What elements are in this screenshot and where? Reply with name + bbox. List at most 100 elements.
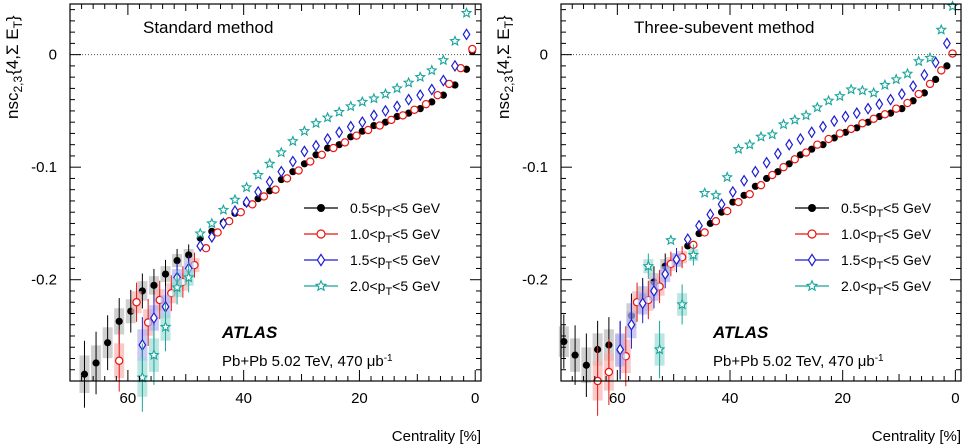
data-point	[449, 35, 461, 47]
data-point	[824, 134, 833, 144]
data-point	[298, 125, 311, 137]
data-point	[437, 54, 450, 66]
data-point	[219, 217, 228, 230]
data-point	[616, 343, 625, 356]
data-point	[745, 189, 754, 199]
data-point	[369, 109, 378, 122]
data-point	[819, 141, 827, 149]
data-point	[819, 120, 827, 133]
data-point	[920, 68, 929, 82]
data-point	[560, 338, 568, 346]
data-point	[890, 73, 903, 85]
data-point	[402, 76, 415, 88]
data-point	[182, 271, 195, 283]
legend-marker	[316, 229, 326, 239]
data-point	[841, 110, 850, 123]
data-point	[462, 28, 471, 41]
data-point	[822, 94, 835, 106]
data-point	[790, 155, 800, 164]
y-axis-label: nsc2,3{4,Σ ET}	[494, 15, 516, 119]
data-point	[856, 84, 869, 96]
data-point	[115, 356, 124, 365]
data-point	[425, 64, 438, 76]
x-tick-label: 60	[120, 390, 137, 407]
data-point	[115, 317, 123, 325]
data-point	[444, 79, 454, 89]
data-point	[864, 102, 872, 115]
legend-label: 2.0<pT<5 GeV	[841, 278, 932, 298]
series-4	[642, 0, 959, 379]
data-point	[858, 119, 867, 128]
data-point	[932, 75, 940, 83]
data-point	[196, 239, 205, 253]
x-tick-label: 40	[722, 390, 739, 407]
data-point	[335, 126, 344, 139]
plot-frame	[560, 3, 962, 382]
data-point	[903, 98, 912, 108]
data-point	[789, 113, 801, 125]
dataset-label: Pb+Pb 5.02 TeV, 470 μb-1	[222, 353, 393, 371]
data-point	[259, 192, 269, 201]
data-point	[925, 79, 935, 89]
data-point	[370, 121, 378, 130]
data-point	[300, 145, 309, 158]
data-point	[410, 105, 419, 114]
data-point	[835, 129, 845, 138]
series-3	[615, 37, 951, 379]
data-point	[728, 185, 737, 199]
data-point	[627, 318, 636, 331]
data-point	[796, 132, 805, 146]
legend-marker	[807, 229, 817, 239]
data-point	[777, 118, 790, 130]
x-axis-label: Centrality [%]	[872, 428, 961, 445]
data-point	[231, 204, 239, 218]
data-point	[604, 367, 614, 377]
data-point	[161, 270, 170, 278]
data-point	[937, 66, 946, 75]
data-point	[356, 95, 369, 107]
data-point	[897, 87, 906, 101]
data-point	[240, 181, 253, 193]
data-point	[931, 56, 940, 69]
y-tick-label: -0.2	[31, 272, 57, 289]
data-point	[830, 114, 839, 128]
x-tick-label: 0	[471, 390, 479, 407]
legend-marker	[805, 279, 819, 292]
data-point	[935, 23, 948, 35]
legend-label: 2.0<pT<5 GeV	[350, 278, 441, 298]
data-point	[661, 267, 670, 281]
data-point	[427, 83, 436, 96]
data-point	[755, 130, 767, 142]
data-point	[312, 139, 320, 152]
data-point	[722, 206, 732, 216]
data-point	[729, 198, 737, 206]
data-point	[277, 165, 286, 178]
legend-label: 1.5<pT<5 GeV	[350, 252, 441, 272]
data-point	[875, 98, 884, 111]
data-point	[229, 193, 241, 205]
data-point	[732, 143, 745, 155]
data-point	[207, 230, 216, 244]
data-point	[80, 370, 89, 378]
data-point	[329, 143, 338, 153]
data-point	[914, 89, 923, 99]
data-point	[92, 359, 100, 367]
data-point	[846, 124, 856, 134]
data-point	[807, 126, 816, 139]
data-point	[845, 83, 857, 95]
y-axis-label: nsc2,3{4,Σ ET}	[3, 15, 25, 119]
data-point	[571, 351, 579, 359]
series-4	[136, 6, 473, 412]
data-point	[368, 92, 380, 104]
data-point	[148, 348, 160, 361]
data-point	[642, 260, 655, 272]
data-point	[909, 80, 918, 93]
data-point	[695, 219, 703, 232]
data-point	[323, 144, 332, 152]
data-point	[206, 217, 218, 229]
data-point	[811, 101, 824, 113]
x-axis-label: Centrality [%]	[392, 428, 481, 445]
data-point	[391, 82, 403, 94]
x-tick-label: 40	[235, 390, 252, 407]
